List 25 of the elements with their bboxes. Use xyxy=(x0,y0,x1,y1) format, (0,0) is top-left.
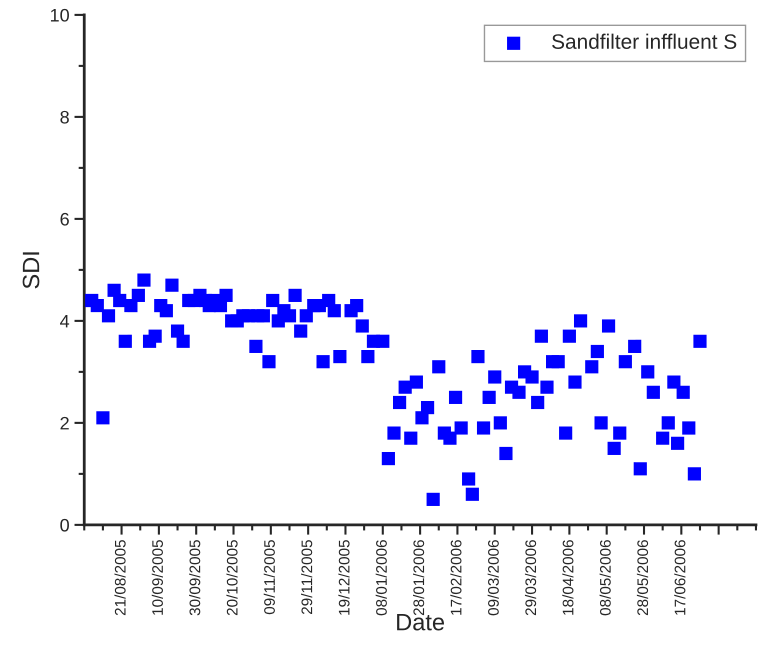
x-tick-label: 28/01/2006 xyxy=(412,540,424,616)
x-tick-label: 08/01/2006 xyxy=(376,540,387,616)
x-tick-label: 19/12/2005 xyxy=(338,540,350,615)
y-tick-label: 0 xyxy=(60,518,69,532)
x-tick-label: 28/05/2006 xyxy=(636,540,648,616)
y-tick-label: 4 xyxy=(60,315,70,328)
x-tick-label: 29/03/2006 xyxy=(524,540,536,616)
y-tick-label: 2 xyxy=(60,416,69,430)
x-tick-label: 30/09/2005 xyxy=(189,540,200,616)
x-tick-label: 29/11/2005 xyxy=(301,540,312,614)
x-tick-label: 17/02/2006 xyxy=(450,540,462,615)
y-tick-label: 10 xyxy=(50,8,69,22)
x-tick-label: 09/03/2006 xyxy=(488,540,499,616)
x-axis-title: Date xyxy=(397,614,444,630)
x-tick-label: 18/04/2006 xyxy=(562,540,574,615)
x-tick-label: 20/10/2005 xyxy=(226,540,238,616)
y-tick-label: 8 xyxy=(60,110,69,124)
x-tick-label: 17/06/2006 xyxy=(674,540,686,615)
x-tick-label: 10/09/2005 xyxy=(152,540,163,615)
x-tick-label: 08/05/2006 xyxy=(600,540,611,616)
y-axis-title: SDI xyxy=(22,252,40,288)
x-tick-label: 21/08/2005 xyxy=(114,540,126,616)
y-tick-label: 6 xyxy=(60,212,69,226)
x-tick-label: 09/11/2005 xyxy=(264,540,275,614)
legend-label: Sandfilter inffluent S xyxy=(552,34,736,49)
